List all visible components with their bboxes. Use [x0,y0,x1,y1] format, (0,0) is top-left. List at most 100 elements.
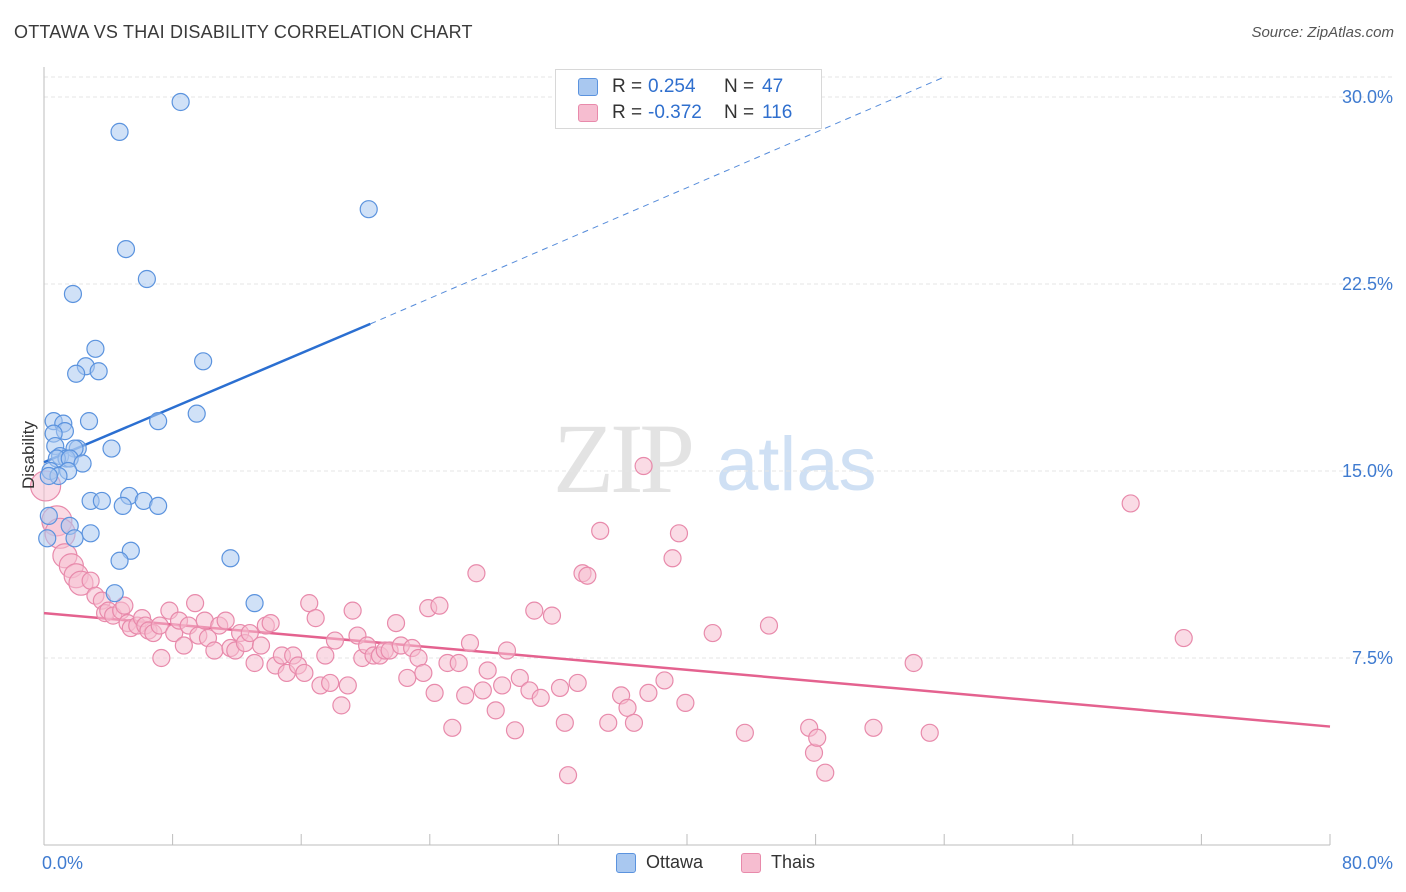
thais-point [558,766,578,785]
r-value: -0.372 [648,102,702,123]
ottawa-point [63,284,83,304]
thais-point [473,681,492,700]
thais-point [321,673,340,693]
n-value: 47 [762,76,784,97]
thais-point [531,688,550,707]
ottawa-point [187,404,206,423]
ottawa-trend-line [43,76,945,464]
thais-point [735,723,754,742]
thais-point [639,683,658,703]
legend-item-ottawa[interactable]: Ottawa [616,852,703,873]
thais-point [316,646,335,665]
thais-swatch [578,104,598,122]
stats-row-ottawa: R = 0.254 N = 47 [578,75,783,99]
ottawa-point [67,364,86,383]
ottawa-point [79,412,99,431]
y-tick-label: 7.5% [1352,648,1393,668]
ottawa-point [39,466,58,486]
thais-point [624,713,644,732]
thais-point [240,623,259,643]
thais-point [599,713,618,732]
thais-point [663,549,682,568]
thais-point [804,743,824,762]
ottawa-point [38,529,57,548]
thais-point [261,613,280,633]
thais-point [205,641,224,660]
chart-source: Source: ZipAtlas.com [1251,24,1394,41]
y-tick-label: 22.5% [1342,274,1393,294]
ottawa-point [81,524,100,543]
thais-point [300,594,319,613]
ottawa-trend-extension [370,76,945,325]
ottawa-point [92,491,111,511]
thais-point [332,696,351,715]
ottawa-point [110,551,129,570]
thais-point [425,683,444,703]
thais-point [343,601,362,620]
thais-point [591,521,610,540]
ottawa-point [149,412,168,431]
ottawa-point [221,549,240,568]
thais-point [150,616,169,635]
y-tick-label: 15.0% [1342,461,1393,481]
thais-point [703,623,722,643]
series-legend: Ottawa Thais [0,852,1406,876]
ottawa-point [149,496,168,516]
thais-point [578,566,597,585]
thais-point [618,698,637,717]
thais-point [306,609,325,628]
ottawa-point [137,269,156,289]
thais-point [186,594,205,613]
thais-point [920,723,939,742]
thais-point [1174,628,1193,648]
ottawa-points [38,92,378,613]
ottawa-point [359,200,378,219]
thais-points [30,456,1193,785]
ottawa-point [113,496,132,516]
thais-point [555,713,574,732]
watermark: ZIP atlas [553,403,877,514]
axes [43,67,1331,846]
thais-point [493,676,512,695]
ottawa-swatch [578,78,598,96]
ottawa-point [194,352,213,371]
ottawa-point [73,454,92,473]
thais-point [510,668,529,688]
thais-point [669,524,689,543]
ottawa-point [171,92,190,112]
thais-point [245,653,264,673]
ottawa-point [89,362,108,381]
chart-title: OTTAWA VS THAI DISABILITY CORRELATION CH… [14,22,473,42]
legend-item-thais[interactable]: Thais [741,852,815,873]
ottawa-point [86,339,105,358]
thais-point [904,653,923,673]
ottawa-point [39,506,58,525]
tick-labels: 7.5% 15.0% 22.5% 30.0% 0.0% 80.0% Disability [19,87,1393,873]
thais-point [414,663,433,683]
ottawa-point [65,529,84,548]
ottawa-point [102,439,121,458]
thais-point [456,686,475,705]
thais-point [295,663,314,683]
grid-lines [44,76,1392,659]
thais-point [634,456,653,476]
thais-point [443,718,462,737]
y-axis-title: Disability [19,420,38,489]
watermark-zip: ZIP [553,403,691,514]
thais-point [115,596,134,615]
thais-point [398,668,417,688]
thais-point [486,701,505,720]
thais-legend-swatch [741,852,761,873]
legend-label-ottawa: Ottawa [646,852,704,872]
y-tick-label: 30.0% [1342,87,1393,107]
thais-point [1121,494,1140,513]
ottawa-point [105,584,124,603]
thais-point [467,564,486,583]
ottawa-point [245,594,264,613]
thais-point [505,721,525,740]
stats-legend: R = 0.254 N = 47 R = -0.372 N = 116 [555,69,822,129]
thais-point [386,613,406,633]
thais-point [759,616,779,635]
thais-point [251,636,271,655]
thais-point [325,631,345,650]
